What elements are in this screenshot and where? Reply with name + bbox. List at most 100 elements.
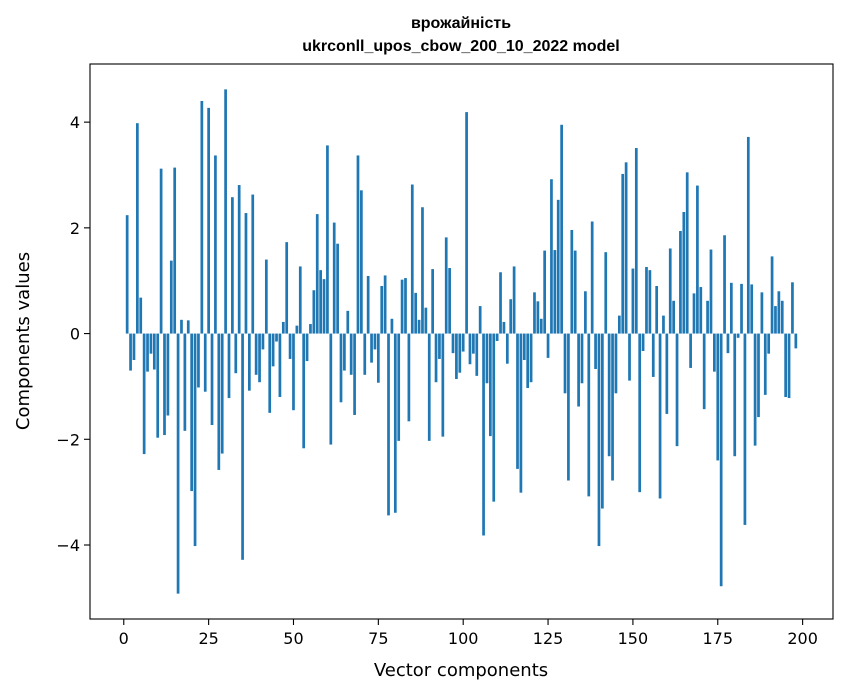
y-tick-label: 2: [70, 219, 80, 238]
bar-142: [604, 252, 608, 334]
bar-159: [662, 315, 665, 334]
bar-20: [190, 333, 194, 492]
bar-170: [699, 287, 703, 334]
bar-43: [268, 333, 272, 413]
bar-141: [601, 333, 604, 509]
bar-54: [305, 333, 309, 362]
bar-72: [366, 275, 370, 334]
bar-113: [505, 333, 509, 364]
x-tick-label: 0: [119, 629, 129, 648]
bar-35: [241, 333, 244, 560]
bar-137: [587, 333, 591, 497]
bar-15: [173, 167, 177, 334]
bar-157: [655, 286, 659, 334]
bar-70: [360, 190, 363, 334]
bar-180: [733, 333, 737, 457]
bar-52: [298, 266, 302, 334]
x-tick-label: 50: [283, 629, 303, 648]
chart-title-line2: ukrconll_upos_cbow_200_10_2022 model: [302, 38, 619, 55]
x-tick-label: 150: [618, 629, 649, 648]
bar-134: [577, 333, 580, 407]
bar-79: [390, 318, 394, 334]
bar-181: [736, 333, 740, 338]
bar-111: [499, 272, 502, 334]
x-axis-label: Vector components: [374, 660, 548, 681]
bar-161: [668, 248, 672, 334]
x-tick-label: 125: [533, 629, 564, 648]
bar-28: [217, 333, 221, 470]
bar-53: [302, 333, 306, 449]
bar-11: [159, 168, 163, 334]
bar-74: [373, 333, 377, 350]
bar-128: [556, 199, 560, 334]
bar-158: [658, 333, 662, 499]
bar-150: [631, 268, 635, 334]
bar-112: [502, 321, 506, 334]
bar-22: [197, 333, 200, 388]
bar-93: [438, 333, 441, 359]
bar-195: [784, 333, 788, 397]
bar-98: [455, 333, 458, 380]
bar-87: [417, 319, 421, 334]
bar-57: [315, 214, 319, 334]
bar-107: [485, 333, 489, 384]
bar-24: [203, 333, 207, 392]
bar-146: [617, 315, 621, 334]
bar-38: [251, 194, 255, 334]
bar-100: [461, 333, 465, 352]
bar-115: [512, 266, 516, 334]
bar-126: [550, 179, 553, 334]
bar-153: [641, 333, 645, 352]
bar-60: [326, 145, 329, 334]
bar-125: [546, 333, 550, 358]
bar-120: [529, 333, 533, 383]
bar-168: [692, 293, 696, 334]
bar-61: [329, 333, 333, 445]
bar-89: [424, 307, 428, 334]
bar-12: [163, 333, 166, 436]
bar-83: [404, 278, 407, 334]
bar-166: [685, 172, 689, 334]
bar-164: [679, 231, 682, 334]
bar-178: [726, 333, 730, 354]
bar-2: [129, 333, 132, 371]
bar-41: [261, 333, 265, 350]
x-tick-label: 200: [787, 629, 818, 648]
bar-33: [234, 333, 238, 374]
bar-86: [414, 292, 418, 334]
bar-122: [536, 301, 540, 334]
bar-63: [336, 243, 339, 334]
bar-17: [180, 319, 183, 334]
bar-129: [560, 124, 563, 334]
y-axis-ticks: −4 −2 0 2 4: [56, 113, 90, 555]
bar-95: [444, 237, 448, 334]
y-tick-label: −4: [56, 536, 80, 555]
bar-118: [522, 333, 526, 360]
bar-105: [478, 306, 482, 334]
bar-185: [750, 284, 754, 334]
bar-6: [142, 333, 146, 455]
bar-51: [295, 325, 299, 334]
bar-40: [258, 333, 261, 383]
bar-37: [248, 333, 251, 391]
bar-188: [760, 292, 764, 334]
x-axis-ticks: 0 25 50 75 100 125 150 175 200: [119, 619, 818, 648]
bar-152: [638, 333, 642, 493]
bar-138: [590, 221, 594, 334]
bar-62: [332, 222, 336, 334]
bar-169: [696, 185, 699, 334]
bar-64: [339, 333, 343, 403]
bar-75: [376, 333, 380, 383]
bar-91: [431, 269, 435, 334]
bar-106: [482, 333, 485, 536]
bar-14: [169, 260, 173, 334]
bar-65: [343, 333, 346, 371]
bar-190: [767, 333, 771, 354]
bar-68: [353, 333, 356, 415]
bar-3: [132, 333, 136, 360]
bar-26: [210, 333, 214, 426]
y-tick-label: −2: [56, 430, 80, 449]
bar-94: [441, 333, 445, 437]
bar-176: [719, 333, 723, 587]
